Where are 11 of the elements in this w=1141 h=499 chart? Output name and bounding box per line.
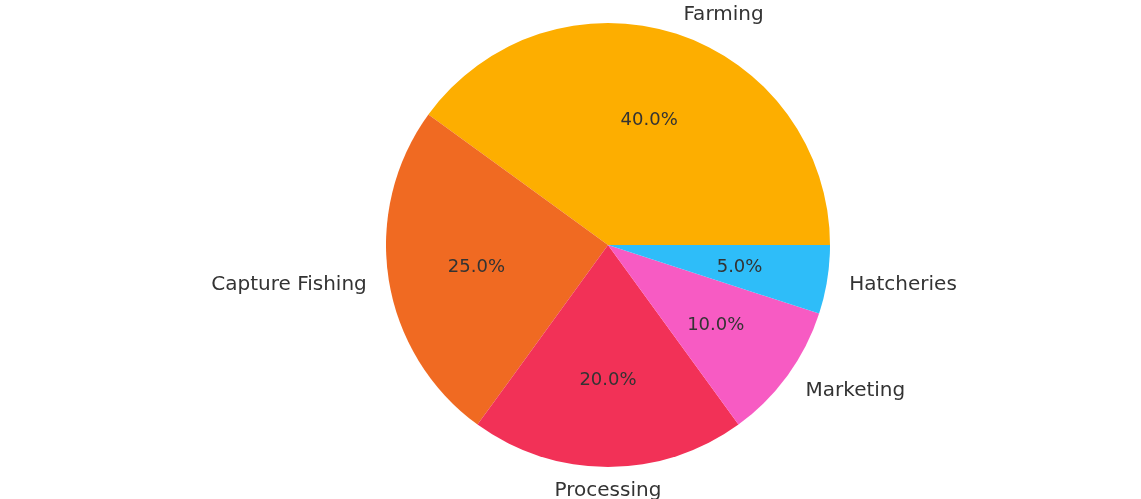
data-label: 5.0% <box>716 255 763 277</box>
data-label: 25.0% <box>447 255 506 277</box>
pie-slice <box>608 245 830 314</box>
pie-slice <box>428 23 830 245</box>
slice-label: Marketing <box>805 376 906 401</box>
data-label: 40.0% <box>620 107 678 129</box>
slice-label: Farming <box>683 0 764 25</box>
data-label: 10.0% <box>687 312 745 334</box>
slice-label: Hatcheries <box>849 271 957 296</box>
slice-label: Capture Fishing <box>211 271 367 296</box>
data-label: 20.0% <box>579 367 637 389</box>
